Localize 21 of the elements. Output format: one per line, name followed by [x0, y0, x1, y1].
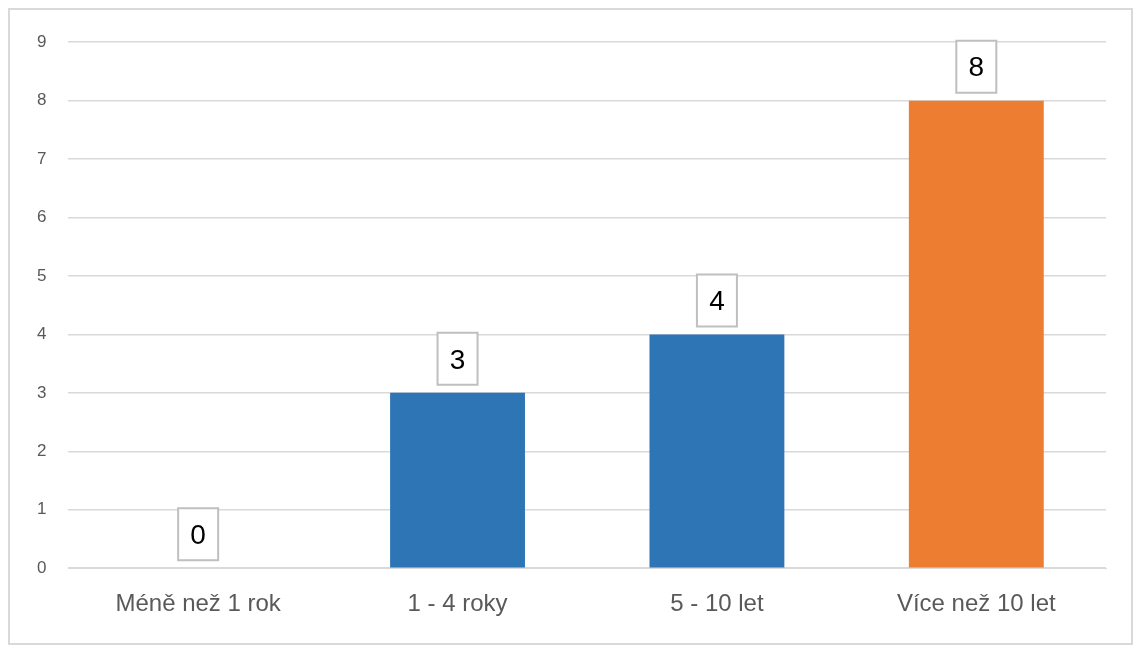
- x-tick-label: Méně než 1 rok: [115, 589, 282, 617]
- y-tick-label: 4: [36, 324, 47, 344]
- bar: [649, 334, 785, 568]
- x-tick-label: 1 - 4 roky: [407, 589, 508, 617]
- data-label: 8: [968, 51, 985, 83]
- y-tick-label: 1: [36, 499, 47, 519]
- y-tick-label: 9: [36, 31, 47, 51]
- y-tick-label: 5: [36, 265, 47, 285]
- data-label: 0: [190, 518, 206, 550]
- y-tick-label: 2: [36, 441, 47, 460]
- bar: [908, 100, 1044, 568]
- y-tick-label: 3: [36, 382, 47, 402]
- y-tick-label: 0: [36, 557, 47, 577]
- y-tick-label: 8: [36, 90, 47, 110]
- x-tick-label: Více než 10 let: [896, 589, 1057, 617]
- data-label: 3: [449, 343, 466, 375]
- data-label: 4: [709, 285, 725, 317]
- y-tick-label: 7: [36, 148, 47, 168]
- x-tick-label: 5 - 10 let: [670, 589, 764, 617]
- y-tick-label: 6: [36, 207, 47, 227]
- bar: [390, 392, 525, 568]
